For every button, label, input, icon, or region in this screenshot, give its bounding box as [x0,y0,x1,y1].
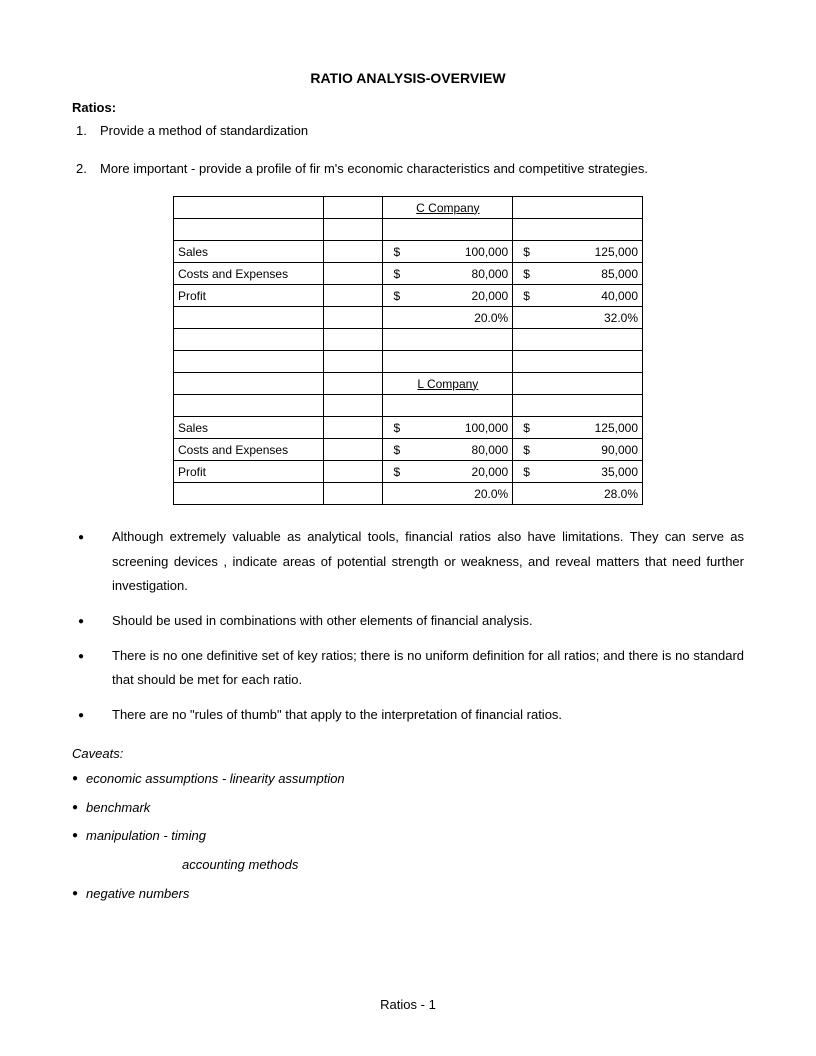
financial-table-wrap: C Company Sales $100,000 $125,000 Costs … [72,196,744,505]
financial-table: C Company Sales $100,000 $125,000 Costs … [173,196,643,505]
bullet-list: ●Although extremely valuable as analytic… [72,525,744,728]
row-label: Profit [174,461,324,483]
list-item: ●There is no one definitive set of key r… [72,644,744,693]
row-label: Costs and Expenses [174,263,324,285]
cell-value: 28.0% [513,483,643,505]
bullet-icon: ● [72,644,112,693]
cell-value: 80,000 [472,443,509,457]
bullet-icon: ● [72,703,112,728]
cell-value: 20,000 [472,289,509,303]
item-text: Provide a method of standardization [100,121,744,141]
caveat-item: ●economic assumptions - linearity assump… [72,769,744,790]
cell-value: 20.0% [383,483,513,505]
list-item: ●There are no "rules of thumb" that appl… [72,703,744,728]
page-footer: Ratios - 1 [0,997,816,1012]
company-b-header: L Company [417,377,478,391]
bullet-icon: ● [72,525,112,599]
numbered-list: 1. Provide a method of standardization 2… [76,121,744,178]
caveat-text: negative numbers [86,884,189,905]
caveat-subtext: accounting methods [182,855,744,876]
bullet-icon: ● [72,769,86,790]
cell-value: 100,000 [465,421,508,435]
row-label: Costs and Expenses [174,439,324,461]
ratios-label: Ratios: [72,100,744,115]
row-label: Profit [174,285,324,307]
bullet-text: Although extremely valuable as analytica… [112,525,744,599]
list-item: 2. More important - provide a profile of… [76,159,744,179]
bullet-text: There is no one definitive set of key ra… [112,644,744,693]
cell-value: 125,000 [595,421,638,435]
caveat-text: manipulation - timing [86,826,206,847]
cell-value: 125,000 [595,245,638,259]
caveat-text: economic assumptions - linearity assumpt… [86,769,345,790]
caveat-text: benchmark [86,798,150,819]
cell-value: 100,000 [465,245,508,259]
caveat-item: ●benchmark [72,798,744,819]
company-a-header: C Company [416,201,479,215]
item-number: 2. [76,159,100,179]
row-label: Sales [174,417,324,439]
cell-value: 32.0% [513,307,643,329]
cell-value: 20,000 [472,465,509,479]
bullet-icon: ● [72,798,86,819]
list-item: ●Should be used in combinations with oth… [72,609,744,634]
list-item: 1. Provide a method of standardization [76,121,744,141]
bullet-icon: ● [72,884,86,905]
caveat-item: ●negative numbers [72,884,744,905]
cell-value: 90,000 [601,443,638,457]
caveats-label: Caveats: [72,746,744,761]
cell-value: 35,000 [601,465,638,479]
cell-value: 80,000 [472,267,509,281]
item-text: More important - provide a profile of fi… [100,159,744,179]
cell-value: 40,000 [601,289,638,303]
page-title: RATIO ANALYSIS-OVERVIEW [72,70,744,86]
cell-value: 20.0% [383,307,513,329]
item-number: 1. [76,121,100,141]
caveat-item: ●manipulation - timing [72,826,744,847]
cell-value: 85,000 [601,267,638,281]
bullet-text: Should be used in combinations with othe… [112,609,744,634]
bullet-text: There are no "rules of thumb" that apply… [112,703,744,728]
bullet-icon: ● [72,826,86,847]
row-label: Sales [174,241,324,263]
list-item: ●Although extremely valuable as analytic… [72,525,744,599]
bullet-icon: ● [72,609,112,634]
